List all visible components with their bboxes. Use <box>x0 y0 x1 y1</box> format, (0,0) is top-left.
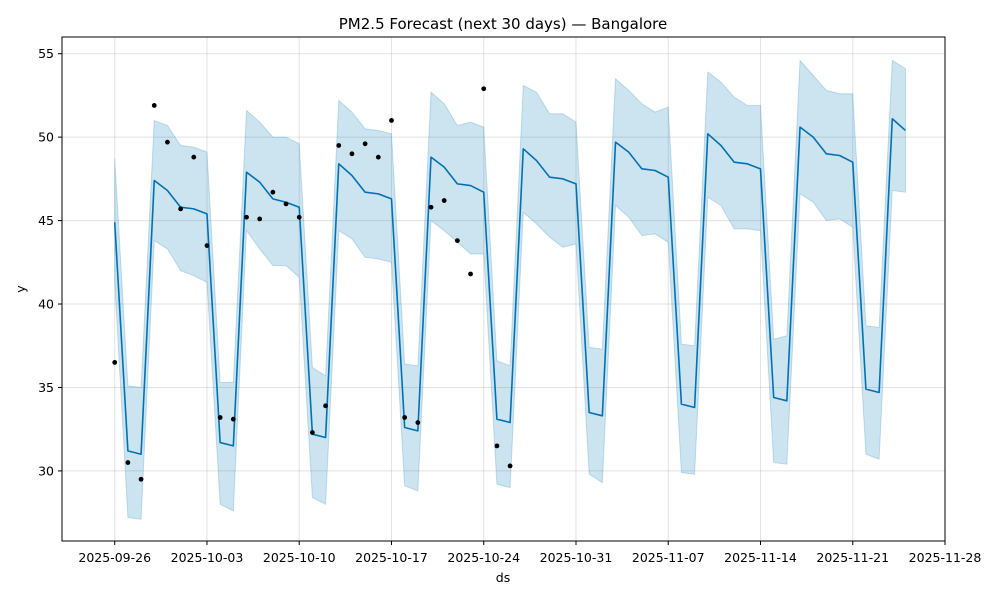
actual-point <box>428 204 434 210</box>
actual-point <box>336 143 342 148</box>
x-tick-label: 2025-09-26 <box>78 550 151 565</box>
x-tick-label: 2025-11-28 <box>909 550 982 565</box>
actual-point <box>165 139 170 145</box>
x-axis-ticks: 2025-09-26 2025-10-03 2025-10-10 2025-10-17… <box>78 541 981 565</box>
actual-point <box>310 430 315 435</box>
actual-point <box>454 238 460 244</box>
x-tick-label: 2025-10-03 <box>171 550 244 565</box>
actual-point <box>125 460 131 465</box>
actual-point <box>362 141 368 147</box>
actual-point <box>270 189 276 195</box>
plot-frame <box>61 36 946 542</box>
actual-point <box>323 403 328 409</box>
actual-point <box>494 443 500 449</box>
forecast-series-line <box>113 117 906 456</box>
x-tick-label: 2025-11-07 <box>632 550 705 565</box>
y-tick-label: 50 <box>38 130 54 145</box>
actual-point <box>481 86 487 92</box>
actual-point <box>138 476 144 482</box>
actual-point <box>204 243 210 249</box>
actual-point <box>402 415 408 420</box>
y-tick-label: 45 <box>38 213 54 228</box>
actual-point <box>507 463 513 469</box>
chart-title: PM2.5 Forecast (next 30 days) — Bangalor… <box>339 15 667 33</box>
x-tick-label: 2025-10-24 <box>447 550 520 565</box>
actual-points <box>112 86 513 482</box>
y-axis-ticks: 30 35 40 45 50 55 <box>38 46 62 478</box>
actual-point <box>375 154 381 160</box>
actual-point <box>191 154 197 160</box>
actual-point <box>230 416 236 422</box>
interval-band <box>114 59 906 520</box>
actual-point <box>178 206 184 212</box>
actual-point <box>112 360 118 365</box>
actual-point <box>283 201 289 207</box>
y-tick-label: 55 <box>38 46 54 61</box>
y-tick-label: 35 <box>38 380 54 395</box>
actual-point <box>217 415 223 420</box>
actual-point <box>151 103 157 108</box>
actual-point <box>244 214 249 220</box>
y-axis-label: y <box>13 285 28 293</box>
x-tick-label: 2025-10-17 <box>355 550 428 565</box>
uncertainty-band <box>114 59 906 520</box>
x-tick-label: 2025-11-14 <box>724 550 797 565</box>
actual-point <box>257 216 263 222</box>
forecast-line <box>113 117 906 456</box>
actual-point <box>415 420 421 425</box>
actual-point <box>389 118 394 123</box>
actual-point <box>296 214 302 220</box>
actual-point <box>349 151 355 157</box>
y-tick-label: 30 <box>38 463 54 478</box>
x-axis-label: ds <box>496 570 510 585</box>
x-tick-label: 2025-10-31 <box>540 550 613 565</box>
x-tick-label: 2025-10-10 <box>263 550 336 565</box>
x-tick-label: 2025-11-21 <box>816 550 889 565</box>
y-tick-label: 40 <box>38 297 54 312</box>
actual-point <box>468 271 473 277</box>
actual-point <box>441 198 447 203</box>
